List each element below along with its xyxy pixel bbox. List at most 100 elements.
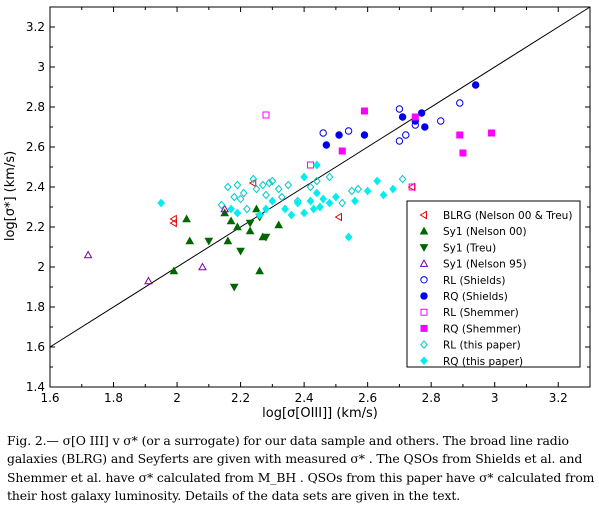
legend-label: RL (Shields) [443, 275, 505, 287]
x-tick-label: 3 [491, 391, 499, 405]
legend-marker [419, 226, 429, 235]
data-point [287, 210, 296, 220]
data-point [312, 160, 321, 170]
x-axis-label: log[σ[OIII]] (km/s) [262, 406, 378, 421]
data-point [233, 180, 242, 190]
data-point [379, 190, 388, 200]
data-point [344, 232, 353, 242]
data-point [338, 147, 346, 155]
data-point [233, 208, 242, 218]
data-point [306, 182, 315, 192]
data-point [281, 204, 289, 214]
legend-label: Sy1 (Nelson 95) [443, 259, 527, 271]
data-point [227, 204, 235, 214]
data-point [456, 131, 464, 139]
data-point [437, 117, 445, 125]
data-point [338, 198, 347, 208]
data-point [274, 184, 283, 194]
y-tick-label: 3 [37, 60, 45, 74]
data-point [252, 184, 261, 194]
data-point [300, 172, 308, 182]
y-tick-label: 2 [37, 260, 45, 274]
x-tick-label: 2 [173, 391, 181, 405]
data-point [459, 149, 467, 157]
y-tick-label: 2.6 [26, 140, 45, 154]
data-point [284, 180, 293, 190]
data-point [407, 182, 416, 192]
data-point [389, 184, 397, 194]
x-tick-label: 1.8 [104, 391, 123, 405]
data-point [373, 176, 382, 186]
data-point [395, 137, 404, 145]
data-point [229, 283, 239, 292]
data-point [306, 196, 315, 206]
data-point [261, 233, 271, 242]
data-point [316, 202, 324, 212]
data-point [230, 192, 239, 202]
data-point [398, 113, 407, 121]
data-point [471, 81, 480, 89]
data-point [157, 198, 166, 208]
legend-label: RQ (Shemmer) [443, 323, 521, 335]
legend-marker [419, 259, 429, 267]
data-point [325, 198, 334, 208]
data-point [322, 141, 331, 149]
data-point [268, 196, 277, 206]
data-point [249, 174, 258, 184]
data-point [268, 176, 277, 186]
x-tick-label: 2.6 [358, 391, 377, 405]
data-point [239, 188, 248, 198]
data-point [360, 131, 369, 139]
legend-marker [420, 276, 428, 284]
x-tick-label: 2.8 [422, 391, 441, 405]
data-point [245, 226, 255, 235]
figure-caption: Fig. 2.— σ[O III] v σ* (or a surrogate) … [7, 432, 595, 505]
y-tick-labels: 1.4 1.6 1.8 2 2.2 2.4 2.6 2.8 3 3.2 [26, 20, 45, 394]
data-point [258, 180, 267, 190]
y-tick-label: 2.4 [26, 180, 45, 194]
data-point [223, 236, 233, 245]
data-point [395, 105, 404, 113]
caption-text: Fig. 2.— σ[O III] v σ* (or a surrogate) … [7, 433, 595, 503]
data-point [169, 214, 177, 224]
data-point [293, 198, 302, 208]
legend-label: Sy1 (Treu) [443, 242, 496, 254]
data-point [255, 210, 264, 220]
one-to-one-reference-line [49, 6, 591, 348]
data-point [236, 194, 245, 204]
data-point [252, 204, 261, 213]
data-point [169, 266, 179, 275]
data-point [347, 186, 356, 196]
data-point [411, 113, 419, 121]
legend-marker [419, 244, 429, 252]
data-point [332, 192, 340, 202]
data-point [325, 172, 334, 182]
legend-box [406, 200, 581, 368]
legend-label: RQ (Shields) [443, 291, 508, 303]
data-point [312, 176, 321, 186]
data-point [351, 196, 359, 206]
data-point [236, 247, 245, 256]
data-point [300, 208, 308, 218]
data-point [198, 262, 207, 271]
legend-marker [420, 292, 428, 300]
data-point [185, 236, 195, 245]
legend-marker [420, 308, 428, 316]
data-point [456, 99, 464, 107]
data-point [220, 208, 230, 217]
data-point [182, 214, 191, 223]
x-tick-label: 3.2 [549, 391, 568, 405]
legend-label: Sy1 (Nelson 00) [443, 226, 527, 238]
legend-label: RL (this paper) [443, 340, 521, 352]
x-tick-label: 2.4 [295, 391, 314, 405]
legend-marker [420, 356, 428, 366]
x-tick-label: 2.2 [231, 391, 250, 405]
data-point [335, 131, 343, 139]
data-point [233, 222, 242, 231]
legend-label: RL (Shemmer) [443, 307, 519, 319]
data-point [262, 204, 270, 214]
data-point [255, 266, 264, 275]
data-point [344, 127, 353, 135]
data-point [319, 129, 327, 137]
data-point [309, 204, 318, 214]
